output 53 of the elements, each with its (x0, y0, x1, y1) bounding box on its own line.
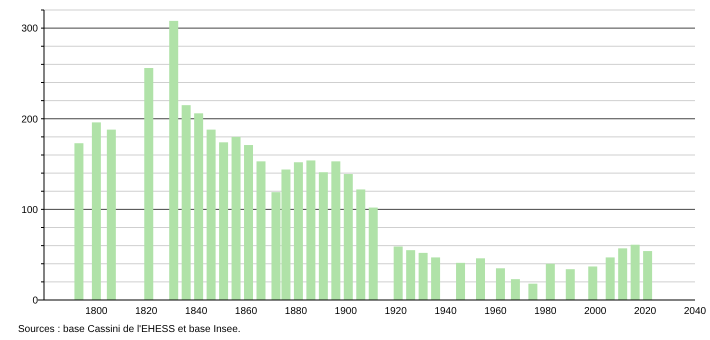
x-tick-label: 2040 (684, 306, 707, 317)
bar (318, 172, 328, 300)
bar (219, 142, 228, 300)
bar (456, 262, 466, 300)
bar (476, 258, 485, 300)
bar (528, 284, 538, 300)
bar (92, 122, 101, 300)
bar (256, 161, 266, 300)
bar (418, 252, 428, 300)
bar (496, 268, 505, 300)
y-tick-label: 0 (32, 296, 38, 306)
bar (74, 143, 84, 300)
x-tick-label: 1900 (334, 306, 358, 317)
x-tick-label: 1860 (234, 306, 258, 317)
bar (643, 251, 652, 300)
bar (406, 250, 416, 300)
bar (546, 264, 555, 300)
x-tick-label: 2020 (634, 306, 657, 317)
x-tick-label: 1840 (185, 306, 208, 317)
bar (618, 248, 628, 300)
bar (232, 136, 241, 300)
x-tick-label: 1800 (85, 306, 108, 317)
x-tick-label: 1880 (284, 306, 308, 317)
bar (356, 189, 366, 300)
x-tick-label: 1960 (484, 306, 508, 317)
bar (244, 145, 254, 300)
bar (206, 130, 216, 300)
bar (630, 244, 640, 300)
x-tick-label: 1980 (534, 306, 557, 317)
bar (588, 266, 598, 300)
bar (606, 257, 615, 300)
y-tick-label: 300 (21, 24, 38, 35)
bar (566, 269, 575, 300)
y-tick-label: 100 (21, 204, 38, 216)
x-tick-label: 1940 (434, 306, 458, 317)
bar (331, 161, 340, 300)
bar (182, 105, 191, 300)
x-tick-label: 1820 (135, 306, 158, 317)
bar (106, 130, 116, 300)
bar (431, 257, 440, 300)
bar (368, 208, 378, 300)
bar (169, 20, 178, 300)
x-tick-label: 1920 (384, 306, 408, 317)
bar (294, 162, 303, 300)
bar (510, 279, 520, 300)
bar (394, 246, 403, 300)
bar (144, 68, 154, 300)
x-tick-label: 2000 (584, 306, 607, 317)
y-tick-label: 200 (21, 114, 38, 126)
source-note: Sources : base Cassini de l'EHESS et base Insee. (18, 324, 241, 335)
bar (344, 174, 353, 300)
bar (306, 160, 316, 300)
bar (194, 113, 204, 300)
